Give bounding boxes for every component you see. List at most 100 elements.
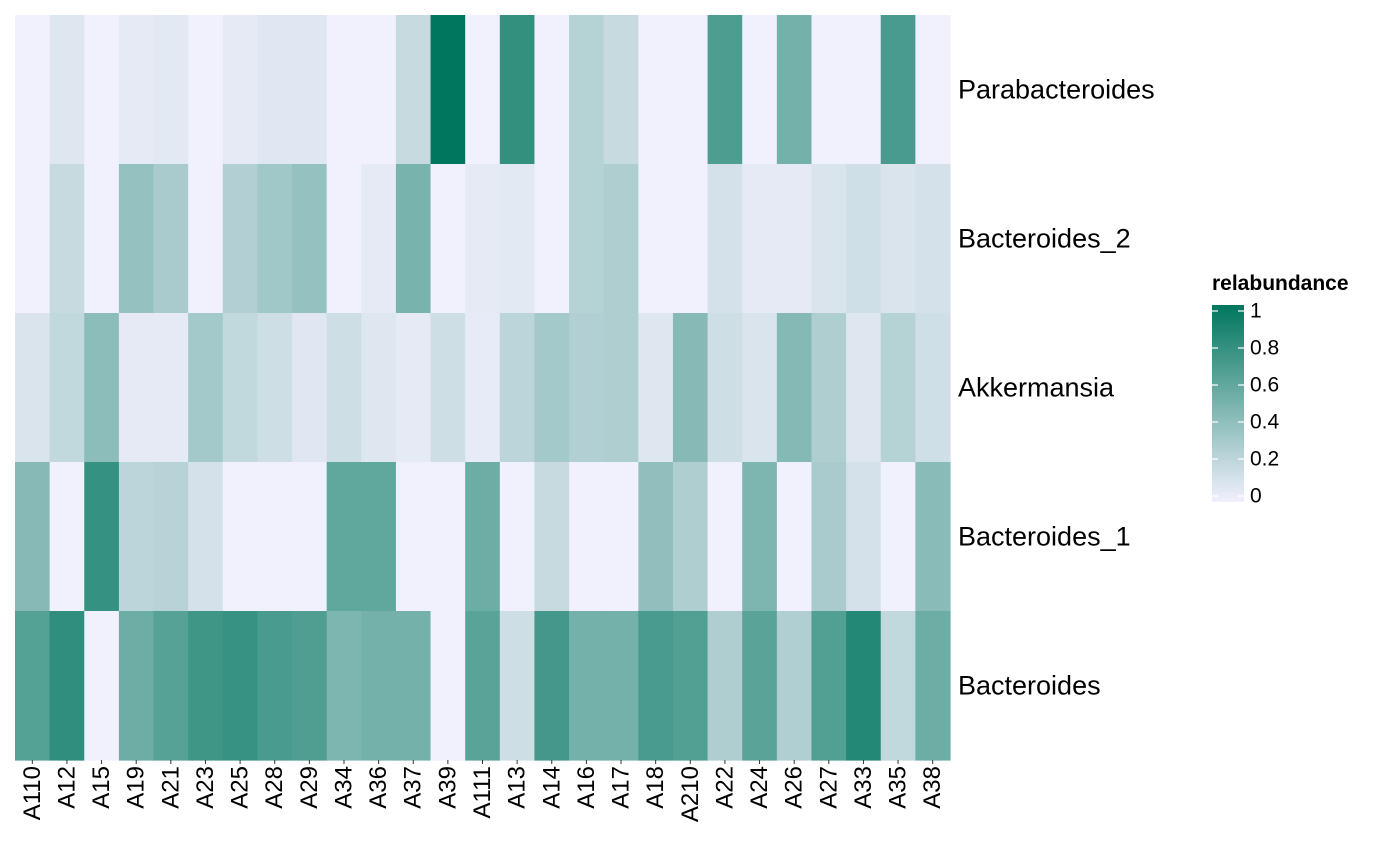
heatmap-cell (222, 164, 259, 314)
heatmap-cell (361, 611, 397, 761)
heatmap-cell (84, 313, 120, 463)
column-label: A25 (227, 766, 254, 809)
heatmap-cell (257, 164, 293, 314)
column-labels: A110 A12 A15 A19 A21 A23 A25 A28 A29 A34 A36 A37 A39… (19, 760, 946, 822)
heatmap-cell (326, 15, 362, 165)
heatmap-cell (84, 15, 120, 165)
heatmap-cell (846, 462, 882, 612)
legend-tick-label: 0 (1250, 485, 1262, 508)
heatmap-cell (707, 313, 743, 463)
heatmap-cell (361, 15, 397, 165)
heatmap-cell (534, 164, 570, 314)
column-label: A13 (504, 766, 531, 809)
heatmap-cell (672, 15, 709, 165)
column-label: A21 (157, 766, 184, 809)
heatmap-cell (499, 611, 536, 761)
column-label: A27 (815, 766, 842, 809)
heatmap-cell (499, 313, 536, 463)
heatmap-cell (603, 164, 639, 314)
heatmap-cell (395, 313, 432, 463)
heatmap-cell (188, 313, 224, 463)
heatmap-cell (395, 15, 432, 165)
heatmap-cell (742, 462, 778, 612)
legend-title: relabundance (1212, 272, 1349, 295)
heatmap-cell (742, 164, 778, 314)
heatmap-cell (188, 462, 224, 612)
heatmap-cell (430, 611, 466, 761)
column-label: A17 (608, 766, 635, 809)
heatmap-cell (811, 462, 847, 612)
heatmap-cell (465, 611, 501, 761)
heatmap-cell (707, 164, 743, 314)
column-label: A29 (296, 766, 323, 809)
heatmap-cell (672, 313, 709, 463)
heatmap-cell (569, 164, 605, 314)
legend-tick-label: 0.6 (1250, 374, 1279, 397)
heatmap-cell (395, 164, 432, 314)
heatmap-cell (153, 15, 189, 165)
heatmap-cell (326, 164, 362, 314)
heatmap-cell (430, 313, 466, 463)
heatmap-cell (603, 313, 639, 463)
heatmap-cell (534, 611, 570, 761)
heatmap-cell (569, 313, 605, 463)
column-label: A39 (434, 766, 461, 809)
heatmap-cell (222, 15, 259, 165)
heatmap-cell (84, 462, 120, 612)
heatmap-cell (915, 611, 951, 761)
heatmap-cells (15, 15, 951, 761)
heatmap-cell (361, 164, 397, 314)
column-label: A36 (365, 766, 392, 809)
heatmap-cell (395, 611, 432, 761)
heatmap-cell (430, 15, 466, 165)
heatmap-cell (569, 462, 605, 612)
heatmap-cell (188, 611, 224, 761)
column-label: A35 (885, 766, 912, 809)
heatmap-cell (499, 15, 536, 165)
heatmap-cell (465, 462, 501, 612)
heatmap-cell (292, 15, 328, 165)
heatmap-cell (672, 164, 709, 314)
column-label: A28 (261, 766, 288, 809)
heatmap-cell (880, 164, 916, 314)
heatmap-cell (569, 15, 605, 165)
heatmap-cell (742, 15, 778, 165)
heatmap-cell (638, 611, 674, 761)
heatmap-cell (430, 164, 466, 314)
heatmap-cell (846, 611, 882, 761)
heatmap-cell (49, 15, 85, 165)
heatmap-cell (534, 15, 570, 165)
heatmap-cell (153, 611, 189, 761)
heatmap-cell (292, 611, 328, 761)
legend-tick-label: 0.2 (1250, 448, 1279, 471)
heatmap-cell (811, 611, 847, 761)
column-label: A16 (573, 766, 600, 809)
heatmap-cell (257, 313, 293, 463)
heatmap-cell (222, 611, 259, 761)
heatmap-cell (153, 462, 189, 612)
heatmap-cell (257, 462, 293, 612)
heatmap-cell (49, 462, 85, 612)
heatmap-cell (15, 611, 51, 761)
column-label: A210 (677, 766, 704, 822)
heatmap-cell (776, 611, 813, 761)
heatmap-cell (222, 313, 259, 463)
heatmap-cell (326, 611, 362, 761)
column-label: A26 (781, 766, 808, 809)
column-label: A24 (746, 766, 773, 809)
legend-tick-label: 1 (1250, 300, 1262, 323)
heatmap-cell (118, 313, 155, 463)
heatmap-cell (118, 15, 155, 165)
heatmap-cell (153, 313, 189, 463)
column-label: A37 (400, 766, 427, 809)
column-label: A110 (19, 766, 46, 820)
column-label: A12 (53, 766, 80, 809)
heatmap-cell (915, 313, 951, 463)
heatmap-cell (638, 15, 674, 165)
column-label: A22 (711, 766, 738, 809)
column-label: A18 (642, 766, 669, 809)
heatmap-cell (603, 611, 639, 761)
heatmap-cell (880, 313, 916, 463)
heatmap-cell (811, 15, 847, 165)
column-label: A15 (88, 766, 115, 809)
